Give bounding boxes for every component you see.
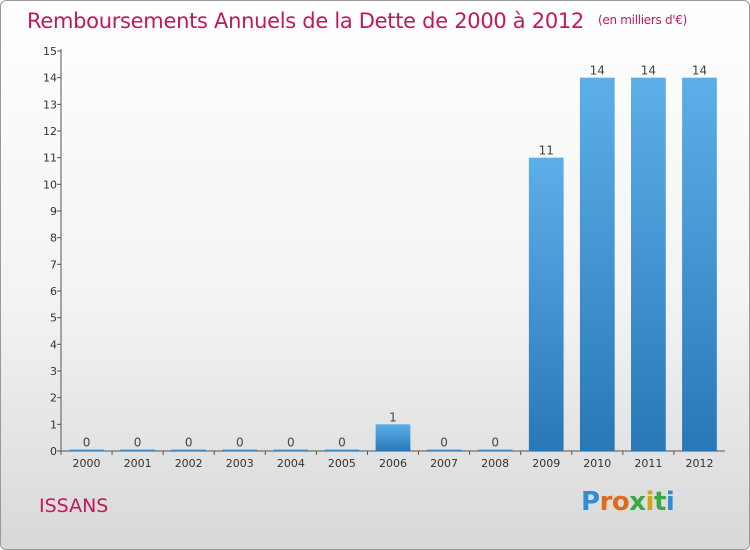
y-tick-label: 7 <box>50 258 57 271</box>
x-tick-label-2000: 2000 <box>73 457 101 470</box>
y-tick-label: 9 <box>50 205 57 218</box>
value-label-2008: 0 <box>491 436 499 450</box>
value-label-2001: 0 <box>134 436 142 450</box>
value-label-2006: 1 <box>389 410 397 424</box>
bar-2004 <box>273 449 309 451</box>
value-label-2009: 11 <box>539 144 554 158</box>
y-tick-label: 6 <box>50 285 57 298</box>
y-tick-label: 10 <box>43 178 57 191</box>
value-label-2011: 14 <box>641 64 656 78</box>
y-tick-label: 3 <box>50 365 57 378</box>
bar-2005 <box>324 449 360 451</box>
bar-2009 <box>528 157 564 451</box>
bar-2010 <box>579 77 615 452</box>
x-tick-label-2006: 2006 <box>379 457 407 470</box>
value-label-2012: 14 <box>692 64 707 78</box>
logo-letter: i <box>645 487 655 517</box>
bar-2001 <box>120 449 155 451</box>
x-tick-label-2012: 2012 <box>685 457 713 470</box>
bar-2008 <box>477 449 513 451</box>
bar-2011 <box>631 77 666 452</box>
value-label-2007: 0 <box>440 436 448 450</box>
chart-title-text: Remboursements Annuels de la Dette de 20… <box>27 9 584 33</box>
value-label-2000: 0 <box>83 436 91 450</box>
x-tick-label-2005: 2005 <box>328 457 356 470</box>
x-tick-label-2009: 2009 <box>532 457 560 470</box>
chart-title: Remboursements Annuels de la Dette de 20… <box>27 9 687 33</box>
y-tick-label: 0 <box>50 445 57 458</box>
x-tick-label-2003: 2003 <box>226 457 254 470</box>
y-tick-label: 1 <box>50 418 57 431</box>
bar-2007 <box>426 449 462 451</box>
y-tick-label: 14 <box>43 72 57 85</box>
chart-unit-note: (en milliers d'€) <box>598 13 688 27</box>
x-tick-label-2002: 2002 <box>175 457 203 470</box>
bar-2003 <box>222 449 258 451</box>
value-label-2010: 14 <box>590 64 605 78</box>
x-tick-label-2004: 2004 <box>277 457 305 470</box>
value-label-2005: 0 <box>338 436 346 450</box>
bar-2000 <box>69 449 104 451</box>
logo-letter: P <box>581 487 600 517</box>
place-name: ISSANS <box>39 495 109 517</box>
logo-letter: r <box>599 487 613 517</box>
x-tick-label-2011: 2011 <box>634 457 662 470</box>
y-tick-label: 2 <box>50 392 57 405</box>
y-tick-label: 11 <box>43 152 57 165</box>
value-label-2003: 0 <box>236 436 244 450</box>
x-tick-label-2010: 2010 <box>583 457 611 470</box>
bar-2006 <box>375 424 411 451</box>
bar-2002 <box>171 449 207 451</box>
y-tick-label: 8 <box>50 232 57 245</box>
logo-letter: i <box>665 487 675 517</box>
x-tick-label-2001: 2001 <box>124 457 152 470</box>
proxiti-logo: Proxiti <box>581 487 675 517</box>
y-tick-label: 15 <box>43 45 57 58</box>
logo-letter: o <box>611 487 630 517</box>
x-tick-label-2007: 2007 <box>430 457 458 470</box>
logo-letter: t <box>653 487 666 517</box>
x-tick-label-2008: 2008 <box>481 457 509 470</box>
y-tick-label: 5 <box>50 312 57 325</box>
value-label-2004: 0 <box>287 436 295 450</box>
y-tick-label: 12 <box>43 125 57 138</box>
y-tick-label: 4 <box>50 338 57 351</box>
bar-2012 <box>682 77 717 452</box>
logo-letter: x <box>629 487 646 517</box>
y-tick-label: 13 <box>43 98 57 111</box>
value-label-2002: 0 <box>185 436 193 450</box>
